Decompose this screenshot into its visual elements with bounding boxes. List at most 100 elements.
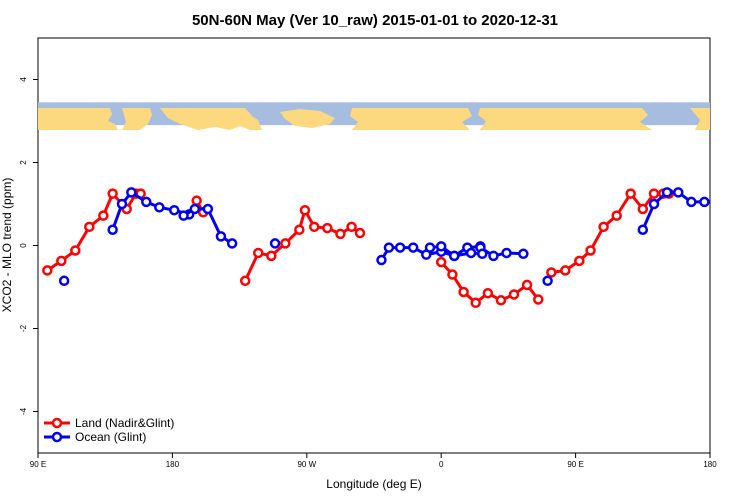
data-point [546,267,557,278]
series-line [243,208,361,282]
data-point [98,210,109,221]
data-point [346,221,357,233]
data-point [226,238,238,249]
legend-ocean-marker [51,431,63,443]
data-point [84,221,95,233]
map-land-russia [478,108,652,130]
legend-land-marker [51,417,63,429]
x-axis: 90 E 180 90 W 0 90 E 180 [30,453,717,469]
legend-land-label: Land (Nadir&Glint) [75,416,174,430]
data-point [560,265,571,276]
data-point [447,269,458,280]
data-point [482,287,494,299]
map-land-europe [350,108,472,130]
map-land-eurasia-west [38,108,118,130]
series-layer [42,187,710,309]
x-axis-label: Longitude (deg E) [326,477,421,491]
data-point [215,231,227,242]
data-point [107,188,118,199]
legend: Land (Nadir&Glint) Ocean (Glint) [44,416,174,444]
data-point [465,247,477,259]
data-point [435,256,447,268]
data-point [383,242,395,253]
data-point [488,250,499,262]
y-tick-label: -4 [19,407,28,415]
data-point [42,265,53,276]
data-point [625,188,636,199]
legend-ocean-label: Ocean (Glint) [75,430,146,444]
data-point [294,224,305,235]
data-point [280,238,291,249]
data-point [394,242,406,253]
data-point [376,254,387,266]
series-land [42,188,675,309]
data-point [141,196,152,208]
data-point [107,224,118,235]
data-point [686,196,697,208]
x-tick-label: 90 E [30,460,46,469]
map-land-americas-north [160,108,262,130]
data-point [253,247,264,259]
data-point [598,221,609,233]
data-point [518,248,529,260]
map-land [38,108,710,130]
series-ocean [58,187,710,287]
data-point [661,187,673,198]
data-point [309,221,320,233]
data-point [191,195,202,206]
data-point [477,248,488,260]
x-tick-label: 180 [166,460,180,469]
data-point [435,241,447,252]
data-point [269,238,281,249]
y-axis-label: XCO2 - MLO trend (ppm) [0,178,14,313]
data-point [542,275,553,287]
x-tick-label: 0 [439,460,444,469]
data-point [70,245,81,256]
y-tick-label: 4 [19,77,28,82]
data-point [169,204,180,216]
data-point [585,245,596,256]
data-point [449,250,460,262]
data-point [126,187,137,198]
data-point [322,222,333,234]
data-point [154,202,165,213]
data-point [202,203,214,215]
data-point [470,297,481,309]
y-tick-label: -2 [19,324,28,332]
data-point [116,198,128,210]
data-point [424,242,436,253]
x-tick-label: 90 W [297,460,316,469]
x-tick-label: 180 [703,460,717,469]
data-point [354,227,366,239]
map-land-hudson-labrador [280,109,335,128]
data-point [521,279,533,291]
map-land-siberia [122,108,152,130]
data-point [648,188,660,199]
y-tick-label: 0 [19,243,28,248]
data-point [637,203,649,215]
data-point [611,210,622,221]
data-point [574,255,585,267]
data-point [637,224,649,235]
data-point [495,295,507,306]
data-point [266,250,277,262]
plot-frame [37,37,711,454]
map-land-far-east [690,108,710,130]
data-point [501,247,512,259]
map-strip [38,102,710,130]
y-axis: -4 -2 0 2 4 [19,77,38,415]
data-point [58,275,70,287]
data-point [407,242,419,253]
data-point [56,255,67,267]
data-point [648,198,660,210]
data-point [673,187,684,198]
data-point [533,294,544,305]
data-point [335,228,346,240]
data-point [189,203,201,215]
x-tick-label: 90 E [567,460,583,469]
data-point [178,210,189,221]
data-point [299,204,311,216]
y-tick-label: 2 [19,160,28,165]
chart-title: 50N-60N May (Ver 10_raw) 2015-01-01 to 2… [192,12,558,29]
